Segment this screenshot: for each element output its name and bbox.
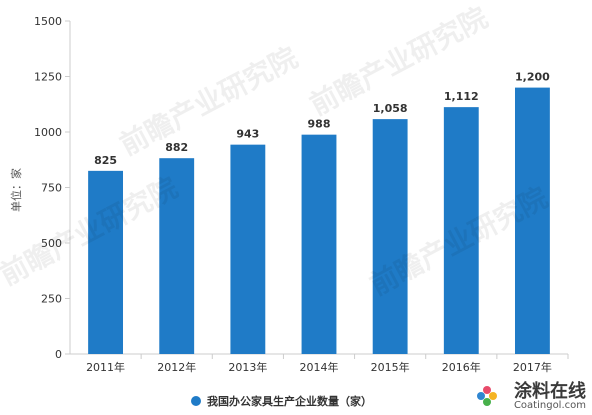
bar: [514, 87, 550, 354]
bar: [372, 119, 408, 355]
y-tick-label: 1500: [34, 15, 62, 28]
bar: [301, 134, 337, 354]
brand-logo-icon: [477, 386, 497, 406]
legend-label: 我国办公家具生产企业数量（家）: [207, 394, 372, 408]
y-axis: 0 250 500 750 1000 1250 1500: [34, 15, 71, 361]
bar: [159, 158, 195, 354]
x-tick-label: 2012年: [157, 360, 196, 374]
y-tick-label: 0: [55, 348, 62, 361]
y-tick-label: 250: [41, 293, 62, 306]
y-tick-label: 500: [41, 237, 62, 250]
bars: [88, 87, 550, 355]
data-label: 943: [236, 128, 259, 141]
y-tick-label: 1250: [34, 71, 62, 84]
x-tick-label: 2017年: [513, 360, 552, 374]
data-label: 825: [94, 154, 117, 167]
bar: [230, 144, 266, 354]
legend: 我国办公家具生产企业数量（家）: [191, 394, 372, 408]
brand-name: 涂料在线: [514, 381, 586, 402]
data-label: 882: [165, 141, 188, 154]
bar: [443, 107, 479, 354]
x-tick-label: 2014年: [300, 360, 339, 374]
data-label: 988: [308, 118, 331, 131]
x-tick-label: 2013年: [228, 360, 267, 374]
y-tick-label: 1000: [34, 126, 62, 139]
x-tick-label: 2011年: [86, 360, 125, 374]
bar: [88, 170, 124, 354]
data-labels: 825 882 943 988 1,058 1,112 1,200: [94, 71, 550, 167]
x-tick-label: 2016年: [442, 360, 481, 374]
data-label: 1,112: [444, 90, 479, 103]
y-axis-title: 单位：家: [9, 168, 23, 212]
x-axis: 2011年 2012年 2013年 2014年 2015年 2016年 2017年: [70, 353, 569, 374]
legend-marker: [191, 396, 201, 406]
data-label: 1,058: [373, 102, 408, 115]
y-tick-label: 750: [41, 182, 62, 195]
brand-watermark: 涂料在线 Coatingol.com: [514, 383, 586, 411]
brand-url: Coatingol.com: [513, 400, 586, 411]
data-label: 1,200: [515, 71, 550, 84]
x-tick-label: 2015年: [371, 360, 410, 374]
